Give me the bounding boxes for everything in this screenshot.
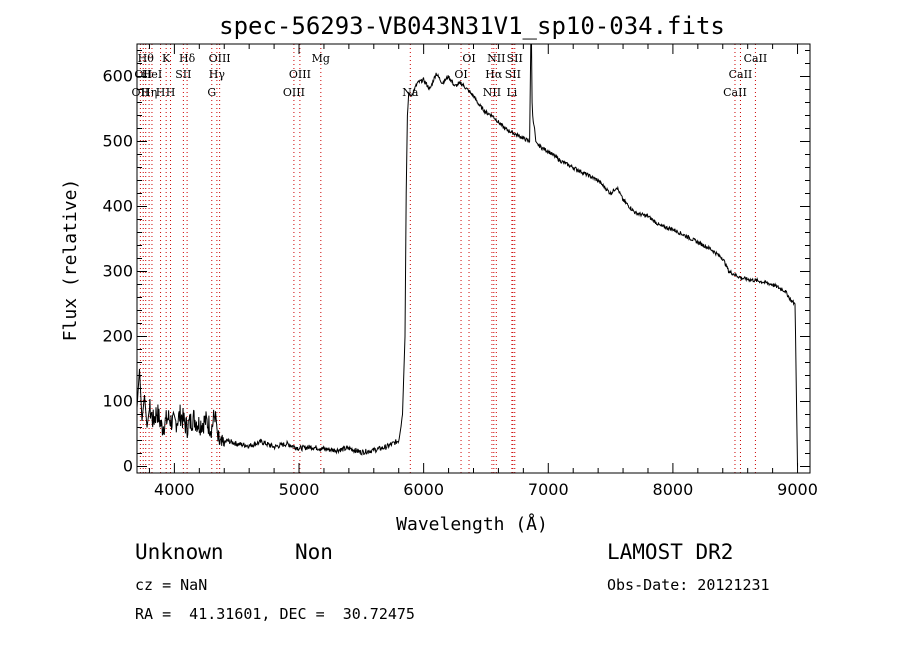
line-markers [139, 44, 756, 473]
line-marker-label: NII [487, 52, 505, 65]
y-axis-ticks: 0 100 200 300 400 500 600 [102, 50, 810, 476]
x-axis-label: Wavelength (Å) [396, 513, 548, 535]
line-marker-label: Mg [312, 52, 330, 65]
line-marker-label: OIII [283, 86, 305, 99]
survey-text: LAMOST DR2 [607, 540, 734, 564]
coordinates-text: RA = 41.31601, DEC = 30.72475 [135, 605, 415, 623]
line-marker-label: CaII [729, 68, 753, 81]
line-marker-label: NII [483, 86, 501, 99]
y-tick-label: 600 [102, 67, 133, 86]
line-marker-label: OII [134, 68, 152, 81]
line-marker-label: Hγ [209, 68, 226, 81]
x-axis-ticks: 4000 5000 6000 7000 8000 9000 [148, 44, 818, 499]
line-marker-label: SII [505, 68, 521, 81]
classification-text: Unknown [135, 540, 224, 564]
line-marker-label: OIII [289, 68, 311, 81]
y-tick-label: 100 [102, 392, 133, 411]
line-marker-label: H [166, 86, 176, 99]
line-marker-label: Hη [141, 86, 157, 99]
y-tick-label: 400 [102, 197, 133, 216]
line-marker-label: OII [132, 86, 150, 99]
line-marker-label: CaII [723, 86, 747, 99]
x-tick-label: 5000 [279, 480, 320, 499]
y-axis-label: Flux (relative) [60, 179, 81, 342]
chart-title: spec-56293-VB043N31V1_sp10-034.fits [219, 12, 725, 40]
line-marker-label: Na [402, 86, 419, 99]
x-tick-label: 9000 [777, 480, 818, 499]
y-tick-label: 500 [102, 132, 133, 151]
x-tick-label: 7000 [528, 480, 569, 499]
line-marker-label: Hθ [138, 52, 155, 65]
line-marker-label: Hα [485, 68, 503, 81]
line-marker-label: CaII [744, 52, 768, 65]
line-marker-label: OI [462, 52, 475, 65]
line-marker-label: OI [454, 68, 467, 81]
line-marker-label: SII [507, 52, 523, 65]
y-tick-label: 0 [123, 457, 133, 476]
line-marker-label: OIII [209, 52, 231, 65]
line-marker-label: G [207, 86, 216, 99]
line-marker-label: H [156, 86, 166, 99]
line-marker-label: HeI [142, 68, 162, 81]
line-marker-labels: OIIOIIHθHηHeIHKHSIIHδGHγOIIIOIIIOIIIMgNa… [132, 52, 768, 99]
spectrum-series [136, 43, 798, 467]
x-tick-label: 8000 [653, 480, 694, 499]
y-tick-label: 200 [102, 327, 133, 346]
line-marker-label: Li [506, 86, 517, 99]
x-tick-label: 6000 [403, 480, 444, 499]
y-tick-label: 300 [102, 262, 133, 281]
line-marker-label: SII [175, 68, 191, 81]
redshift-text: cz = NaN [135, 576, 208, 594]
x-tick-label: 4000 [154, 480, 195, 499]
plot-frame [136, 43, 811, 474]
subclass-text: Non [295, 540, 333, 564]
spectrum-line [136, 43, 798, 467]
line-marker-label: Hδ [179, 52, 196, 65]
line-marker-label: K [162, 52, 171, 65]
obs-date-text: Obs-Date: 20121231 [607, 576, 770, 594]
